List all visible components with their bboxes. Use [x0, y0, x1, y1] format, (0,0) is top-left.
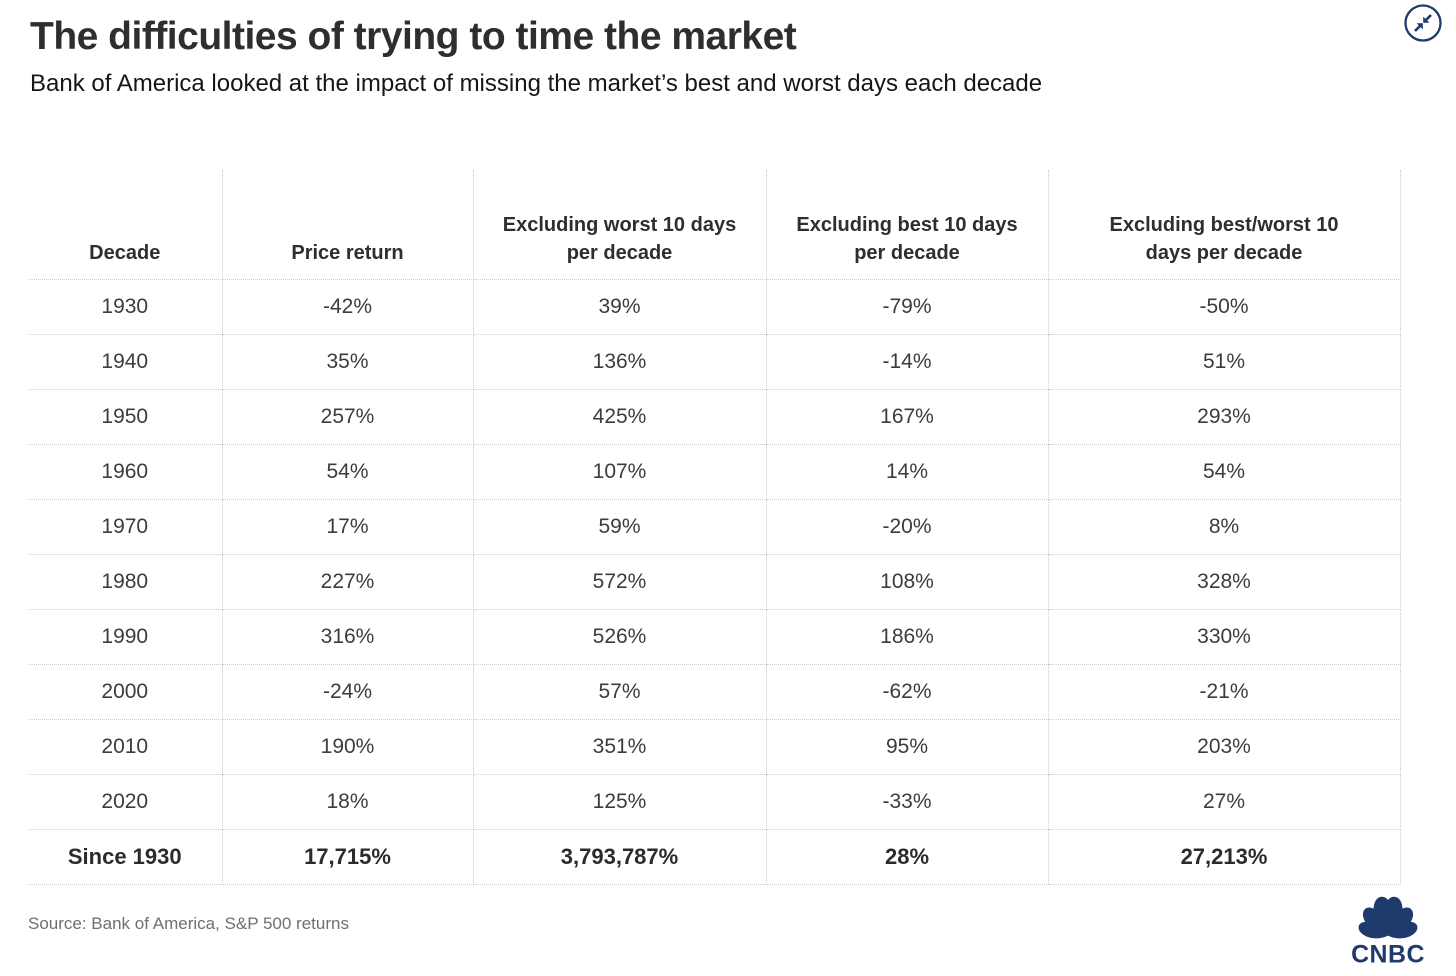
value-cell: 39% [473, 279, 767, 335]
value-cell: 257% [222, 389, 474, 445]
value-cell: 136% [473, 334, 767, 390]
value-cell: 330% [1048, 609, 1401, 665]
column-header: Excluding best/worst 10 days per decade [1048, 170, 1401, 280]
value-cell: 18% [222, 774, 474, 830]
value-cell: -50% [1048, 279, 1401, 335]
column-header-label: Excluding best 10 days per decade [796, 214, 1018, 264]
value-cell: -14% [766, 334, 1049, 390]
table-row: 1960 54% 107% 14% 54% [28, 444, 1401, 500]
value-cell: 51% [1048, 334, 1401, 390]
value-cell: 526% [473, 609, 767, 665]
value-cell: 3,793,787% [473, 829, 767, 885]
decade-cell: 2020 [28, 774, 223, 830]
value-cell: 203% [1048, 719, 1401, 775]
table-row: 1980 227% 572% 108% 328% [28, 554, 1401, 610]
value-cell: -24% [222, 664, 474, 720]
table-header-row: Decade Price return Excluding worst 10 day… [28, 170, 1401, 280]
page-subtitle: Bank of America looked at the impact of … [30, 69, 1043, 97]
column-header: Excluding worst 10 days per decade [473, 170, 767, 280]
value-cell: 95% [766, 719, 1049, 775]
column-header-label: Excluding best/worst 10 days per decade [1109, 214, 1339, 264]
value-cell: 425% [473, 389, 767, 445]
table-row: 1950 257% 425% 167% 293% [28, 389, 1401, 445]
column-header-label: Excluding worst 10 days per decade [502, 214, 737, 264]
value-cell: 27% [1048, 774, 1401, 830]
header-row: Decade Price return Excluding worst 10 day… [28, 170, 1401, 280]
table-body: 1930 -42% 39% -79% -50% 1940 35% 136% -14% 51% 195… [28, 279, 1401, 885]
value-cell: -62% [766, 664, 1049, 720]
table-row: 1930 -42% 39% -79% -50% [28, 279, 1401, 335]
value-cell: 54% [222, 444, 474, 500]
decade-cell: 2010 [28, 719, 223, 775]
collapse-button[interactable] [1402, 2, 1444, 44]
value-cell: 328% [1048, 554, 1401, 610]
value-cell: -21% [1048, 664, 1401, 720]
table-row: Since 1930 17,715% 3,793,787% 28% 27,213% [28, 829, 1401, 885]
column-header: Excluding best 10 days per decade [766, 170, 1049, 280]
table-row: 2020 18% 125% -33% 27% [28, 774, 1401, 830]
table-row: 2010 190% 351% 95% 203% [28, 719, 1401, 775]
decade-cell: 1980 [28, 554, 223, 610]
value-cell: -20% [766, 499, 1049, 555]
value-cell: 14% [766, 444, 1049, 500]
decade-cell: 1940 [28, 334, 223, 390]
cnbc-wordmark: CNBC [1351, 940, 1425, 968]
value-cell: -79% [766, 279, 1049, 335]
decade-cell: Since 1930 [28, 829, 223, 885]
column-header-label: Price return [291, 242, 404, 264]
value-cell: 293% [1048, 389, 1401, 445]
masthead: The difficulties of trying to time the m… [30, 15, 1386, 99]
value-cell: 17% [222, 499, 474, 555]
value-cell: 316% [222, 609, 474, 665]
value-cell: 167% [766, 389, 1049, 445]
table-row: 1990 316% 526% 186% 330% [28, 609, 1401, 665]
decade-cell: 1950 [28, 389, 223, 445]
decade-cell: 1970 [28, 499, 223, 555]
value-cell: 27,213% [1048, 829, 1401, 885]
value-cell: -42% [222, 279, 474, 335]
value-cell: 28% [766, 829, 1049, 885]
peacock-icon: CNBC [1342, 896, 1434, 974]
value-cell: 57% [473, 664, 767, 720]
source-note: Source: Bank of America, S&P 500 returns [28, 914, 349, 933]
page-title: The difficulties of trying to time the m… [30, 15, 797, 58]
value-cell: 190% [222, 719, 474, 775]
table-row: 1940 35% 136% -14% 51% [28, 334, 1401, 390]
returns-table: Decade Price return Excluding worst 10 day… [28, 170, 1401, 885]
value-cell: -33% [766, 774, 1049, 830]
column-header: Price return [222, 170, 474, 280]
decade-cell: 1930 [28, 279, 223, 335]
value-cell: 35% [222, 334, 474, 390]
column-header-label: Decade [89, 242, 161, 264]
value-cell: 125% [473, 774, 767, 830]
decade-cell: 1990 [28, 609, 223, 665]
table-row: 2000 -24% 57% -62% -21% [28, 664, 1401, 720]
value-cell: 59% [473, 499, 767, 555]
value-cell: 572% [473, 554, 767, 610]
cnbc-logo: CNBC [1342, 884, 1434, 970]
value-cell: 351% [473, 719, 767, 775]
decade-cell: 1960 [28, 444, 223, 500]
returns-table-container: Decade Price return Excluding worst 10 day… [28, 170, 1401, 885]
value-cell: 186% [766, 609, 1049, 665]
value-cell: 54% [1048, 444, 1401, 500]
value-cell: 227% [222, 554, 474, 610]
collapse-icon [1402, 4, 1444, 47]
value-cell: 107% [473, 444, 767, 500]
value-cell: 8% [1048, 499, 1401, 555]
decade-cell: 2000 [28, 664, 223, 720]
table-row: 1970 17% 59% -20% 8% [28, 499, 1401, 555]
value-cell: 108% [766, 554, 1049, 610]
column-header: Decade [28, 170, 223, 280]
value-cell: 17,715% [222, 829, 474, 885]
